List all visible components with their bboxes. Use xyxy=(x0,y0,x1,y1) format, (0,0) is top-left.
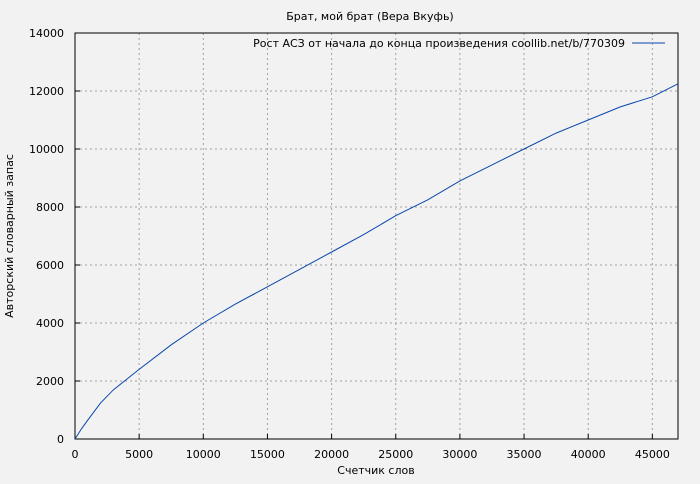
y-axis-label: Авторский словарный запас xyxy=(3,154,16,318)
x-tick-label: 10000 xyxy=(186,448,221,461)
legend-label: Рост АСЗ от начала до конца произведения… xyxy=(253,37,625,50)
y-tick-label: 8000 xyxy=(36,201,64,214)
x-tick-label: 30000 xyxy=(442,448,477,461)
y-tick-label: 4000 xyxy=(36,317,64,330)
chart-title: Брат, мой брат (Вера Вкуфь) xyxy=(286,10,453,23)
x-tick-label: 5000 xyxy=(125,448,153,461)
legend: Рост АСЗ от начала до конца произведения… xyxy=(253,37,665,50)
plot-frame xyxy=(74,32,679,440)
x-tick-label: 35000 xyxy=(507,448,542,461)
x-tick-label: 25000 xyxy=(378,448,413,461)
y-tick-label: 14000 xyxy=(29,27,64,40)
ticks: 0 5000 10000 15000 20000 25000 30000 35000 40000… xyxy=(29,27,670,461)
y-tick-label: 0 xyxy=(57,433,64,446)
y-tick-label: 6000 xyxy=(36,259,64,272)
grid xyxy=(75,33,678,439)
series-line xyxy=(74,83,679,440)
x-tick-label: 20000 xyxy=(314,448,349,461)
y-tick-label: 2000 xyxy=(36,375,64,388)
x-tick-label: 15000 xyxy=(250,448,285,461)
x-tick-label: 0 xyxy=(72,448,79,461)
y-tick-label: 12000 xyxy=(29,85,64,98)
x-tick-label: 40000 xyxy=(571,448,606,461)
x-axis-label: Счетчик слов xyxy=(337,464,414,477)
x-tick-label: 45000 xyxy=(635,448,670,461)
y-tick-label: 10000 xyxy=(29,143,64,156)
